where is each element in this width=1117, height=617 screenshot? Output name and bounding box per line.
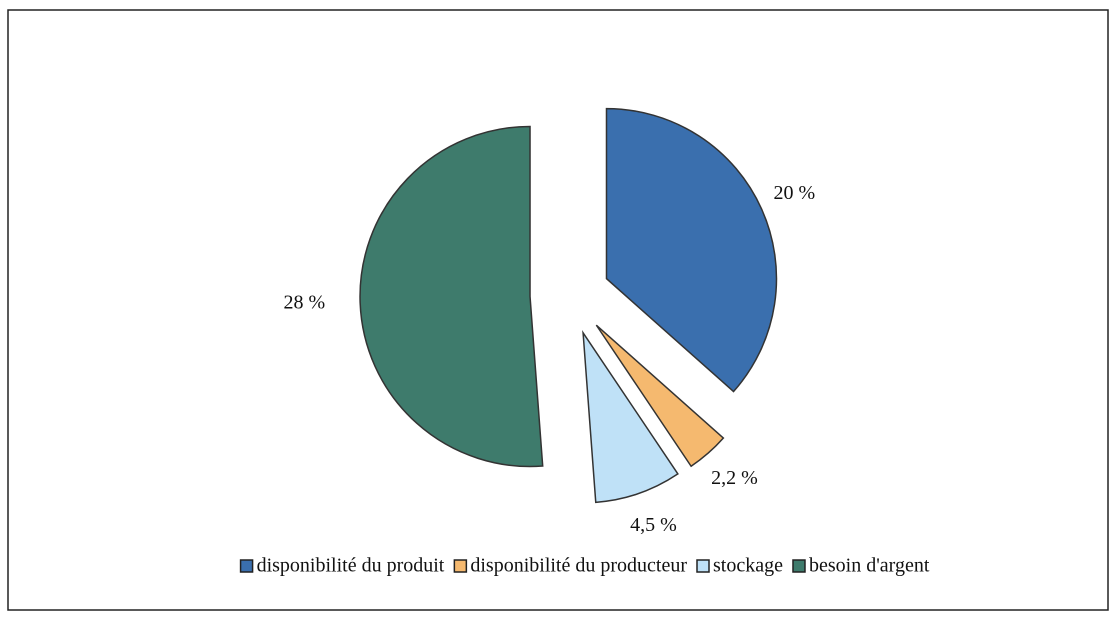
- pie-slice: [605, 107, 778, 393]
- legend-label: besoin d'argent: [809, 555, 930, 577]
- legend-swatch: [453, 559, 468, 573]
- pie-slice: [595, 324, 725, 468]
- legend-label: disponibilité du producteur: [470, 555, 687, 577]
- data-label: 4,5 %: [630, 514, 677, 536]
- legend-swatch: [239, 559, 254, 573]
- legend-swatch: [696, 559, 710, 573]
- legend-swatch: [792, 559, 806, 573]
- pie-slice: [582, 330, 679, 504]
- data-label: 28 %: [283, 292, 325, 314]
- legend-label: disponibilité du produit: [257, 555, 445, 577]
- legend-label: stockage: [713, 555, 783, 577]
- pie-slice: [359, 125, 544, 468]
- data-label: 2,2 %: [711, 467, 758, 489]
- chart-frame: [7, 9, 1109, 611]
- data-label: 20 %: [773, 182, 815, 204]
